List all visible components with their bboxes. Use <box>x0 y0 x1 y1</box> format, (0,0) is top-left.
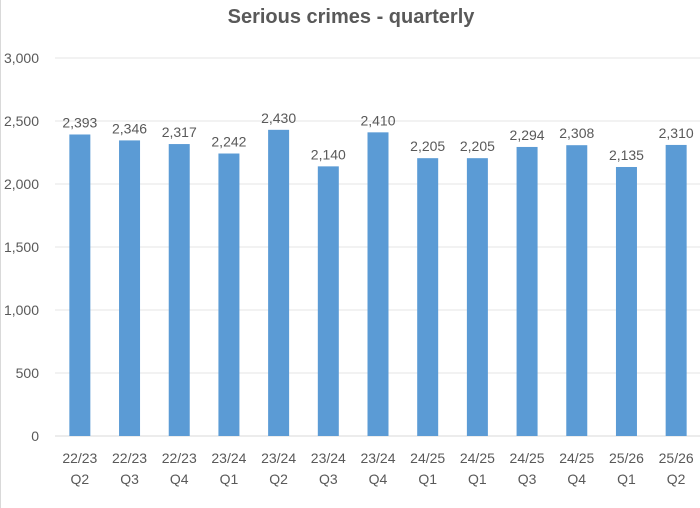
y-tick-label: 500 <box>16 365 40 381</box>
bar <box>665 144 687 436</box>
data-label: 2,242 <box>211 134 246 150</box>
data-label: 2,205 <box>460 138 495 154</box>
y-tick-label: 2,000 <box>4 176 39 192</box>
bar <box>615 166 637 437</box>
x-tick-label: 25/26 <box>659 450 694 466</box>
y-tick-label: 2,500 <box>4 113 39 129</box>
x-tick-label: Q1 <box>617 471 636 487</box>
y-tick-label: 0 <box>31 428 39 444</box>
bar <box>367 132 389 436</box>
x-tick-label: 24/25 <box>460 450 495 466</box>
data-label: 2,346 <box>112 120 147 136</box>
bar <box>466 158 488 437</box>
data-label: 2,393 <box>62 114 97 130</box>
y-tick-label: 1,000 <box>4 302 39 318</box>
y-tick-label: 1,500 <box>4 239 39 255</box>
x-tick-label: 22/23 <box>162 450 197 466</box>
data-label: 2,430 <box>261 110 296 126</box>
x-tick-label: Q4 <box>170 471 189 487</box>
x-tick-label: Q3 <box>518 471 537 487</box>
x-tick-label: 23/24 <box>211 450 246 466</box>
x-tick-label: 24/25 <box>410 450 445 466</box>
x-tick-label: 22/23 <box>112 450 147 466</box>
data-label: 2,294 <box>510 127 545 143</box>
bar <box>317 166 339 437</box>
chart-title: Serious crimes - quarterly <box>227 6 475 28</box>
x-tick-label: Q2 <box>71 471 90 487</box>
x-tick-label: Q2 <box>667 471 686 487</box>
x-tick-label: 23/24 <box>311 450 346 466</box>
data-label: 2,205 <box>410 138 445 154</box>
bar <box>69 134 91 436</box>
y-tick-label: 3,000 <box>4 50 39 66</box>
x-tick-label: Q3 <box>319 471 338 487</box>
bar <box>168 144 190 437</box>
x-tick-label: 22/23 <box>62 450 97 466</box>
x-tick-label: Q1 <box>418 471 437 487</box>
x-tick-label: 24/25 <box>559 450 594 466</box>
x-tick-label: Q4 <box>567 471 586 487</box>
bar <box>417 158 439 437</box>
data-label: 2,308 <box>559 125 594 141</box>
data-label: 2,135 <box>609 147 644 163</box>
x-tick-label: Q2 <box>269 471 288 487</box>
data-label: 2,310 <box>659 125 694 141</box>
bar <box>566 145 588 436</box>
bar <box>119 140 141 437</box>
bar <box>218 153 240 436</box>
data-label: 2,410 <box>360 112 395 128</box>
x-tick-label: 23/24 <box>261 450 296 466</box>
x-tick-label: Q1 <box>220 471 239 487</box>
data-label: 2,140 <box>311 146 346 162</box>
bar <box>268 129 290 436</box>
x-tick-label: Q1 <box>468 471 487 487</box>
x-tick-label: 25/26 <box>609 450 644 466</box>
x-tick-label: Q3 <box>120 471 139 487</box>
x-tick-label: 24/25 <box>510 450 545 466</box>
x-tick-label: 23/24 <box>360 450 395 466</box>
data-label: 2,317 <box>162 124 197 140</box>
x-tick-label: Q4 <box>369 471 388 487</box>
bar <box>516 146 538 436</box>
